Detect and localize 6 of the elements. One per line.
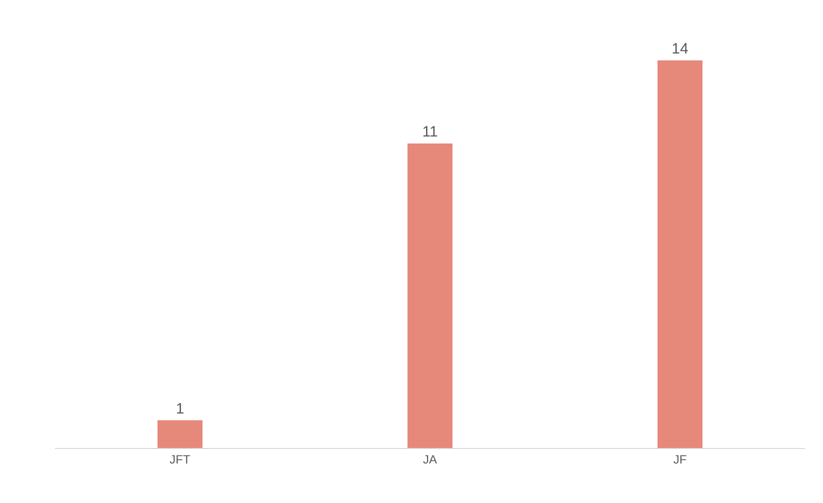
- data-label: 11: [422, 123, 438, 140]
- x-tick-label: JA: [422, 452, 438, 466]
- x-tick-label: JF: [673, 452, 687, 466]
- data-label: 1: [176, 400, 184, 418]
- x-tick-label: JFT: [170, 452, 191, 466]
- data-label: 14: [672, 40, 688, 58]
